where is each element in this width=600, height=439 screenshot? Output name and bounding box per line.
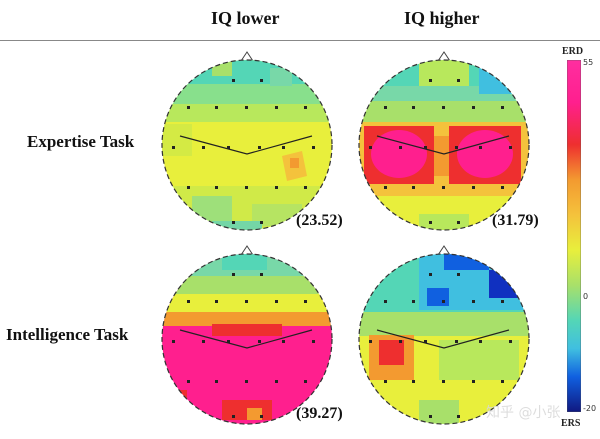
value-intelligence-iq-lower: (39.27) xyxy=(296,405,343,422)
topomap-expertise-iq-lower xyxy=(161,51,333,231)
row-header-intelligence: Intelligence Task xyxy=(6,325,129,344)
topomap-intelligence-iq-lower xyxy=(161,245,333,425)
topomap-expertise-iq-higher xyxy=(358,51,530,231)
topomap-intelligence-iq-higher xyxy=(358,245,530,425)
header-divider xyxy=(0,40,600,41)
watermark: 知乎 @小张 xyxy=(486,405,561,421)
colorbar-bottom-label: ERS xyxy=(561,418,581,429)
row-header-expertise: Expertise Task xyxy=(27,132,135,151)
colorbar-max: 55 xyxy=(583,58,594,67)
colorbar-top-label: ERD xyxy=(562,46,584,57)
colorbar-zero: 0 xyxy=(583,292,589,301)
column-header-iq-lower: IQ lower xyxy=(211,8,280,28)
colorbar-min: -20 xyxy=(583,404,597,413)
colorbar xyxy=(567,60,581,412)
column-header-iq-higher: IQ higher xyxy=(404,8,480,28)
value-expertise-iq-higher: (31.79) xyxy=(492,212,539,229)
value-expertise-iq-lower: (23.52) xyxy=(296,212,343,229)
